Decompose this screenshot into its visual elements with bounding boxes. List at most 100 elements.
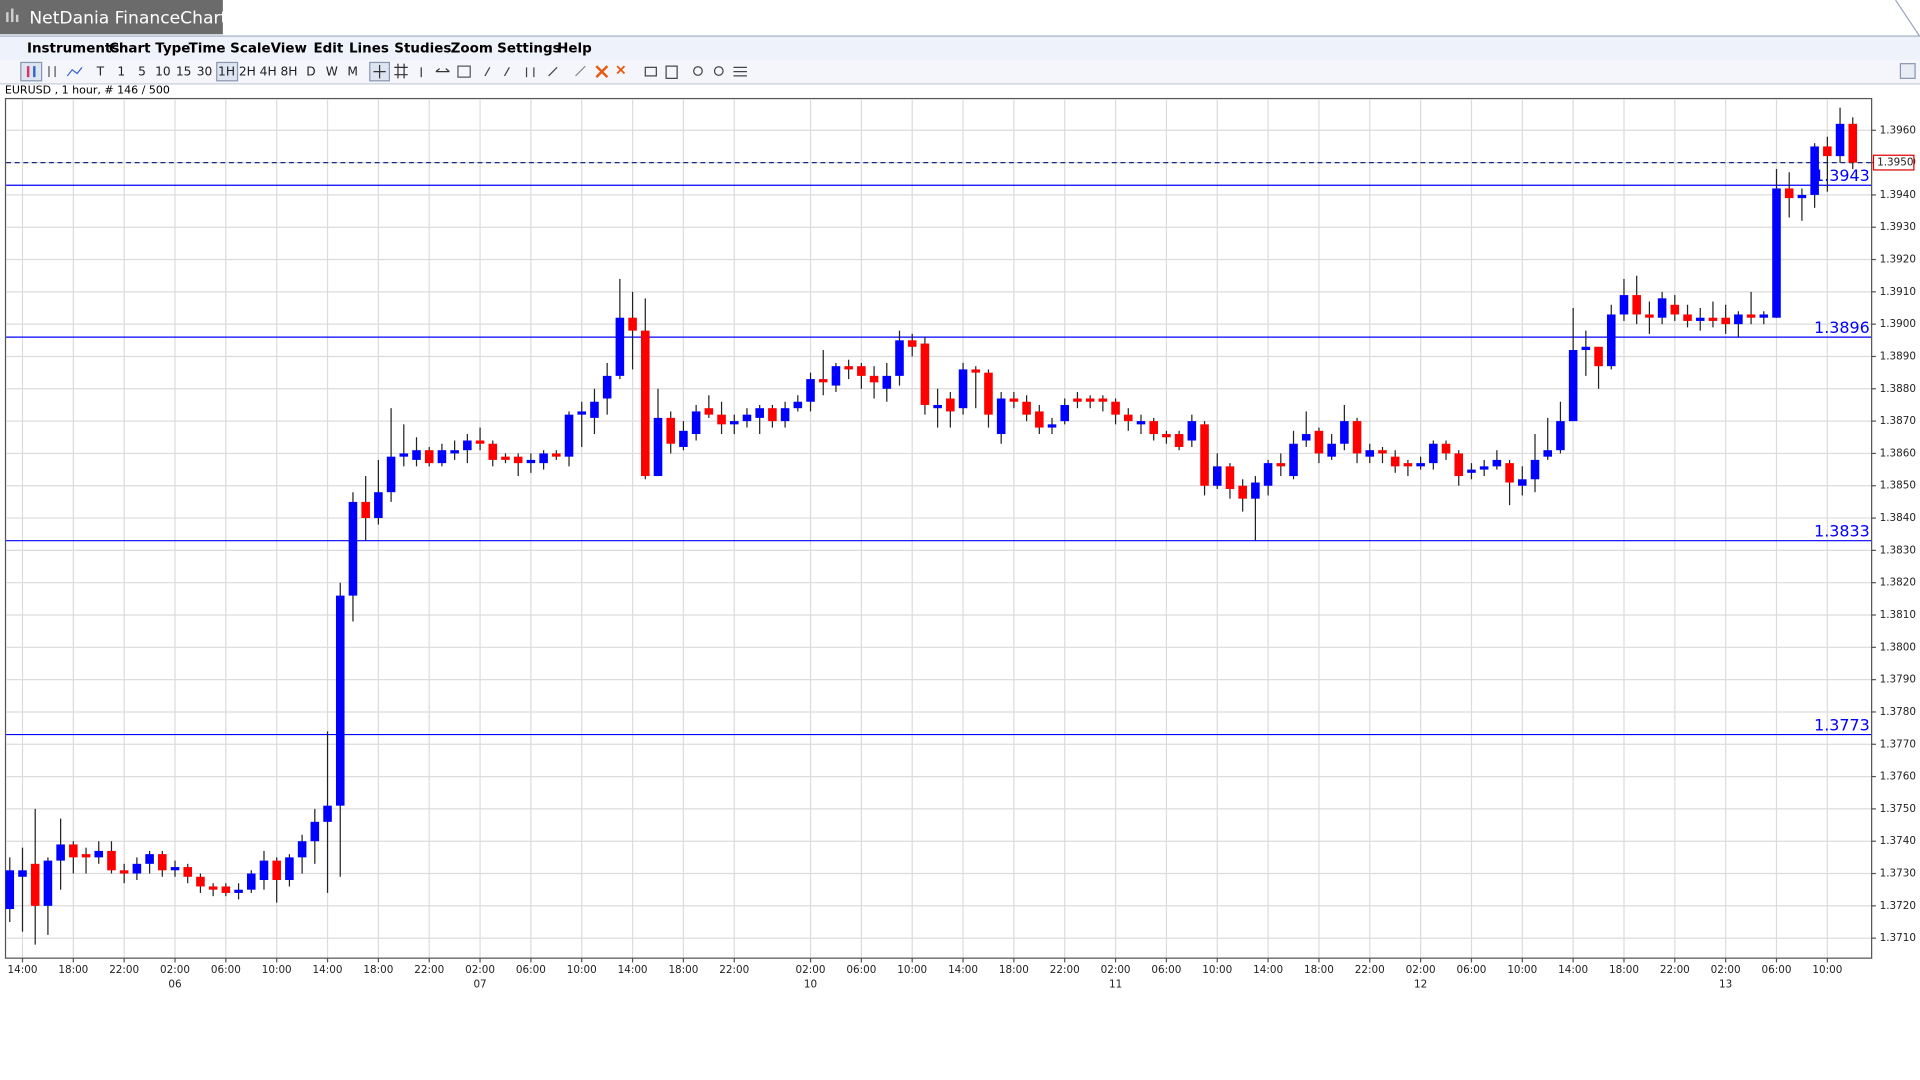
- tool-icon[interactable]: [665, 65, 678, 79]
- candle-body: [424, 450, 434, 464]
- y-tick-label: 1.3870: [1880, 415, 1916, 427]
- menu-item[interactable]: Instruments: [27, 41, 119, 56]
- candle-body: [1606, 314, 1616, 367]
- candle-body: [1645, 314, 1654, 318]
- x-tick-label: 06:00: [516, 964, 546, 976]
- timeframe-button[interactable]: 5: [138, 65, 146, 79]
- candle-body: [1403, 463, 1413, 467]
- x-tick-label: 06:00: [1762, 964, 1792, 976]
- menu-item[interactable]: Settings: [497, 41, 561, 56]
- x-tick-label: 14:00: [313, 964, 343, 976]
- tool-icon[interactable]: [394, 63, 408, 79]
- menu-item[interactable]: Help: [557, 41, 592, 56]
- tool-icon[interactable]: [713, 66, 724, 76]
- candle-body: [5, 870, 15, 910]
- candle-body: [1823, 146, 1832, 157]
- y-tick-label: 1.3840: [1880, 512, 1916, 524]
- x-tick-label: 18:00: [363, 964, 393, 976]
- x-tick-label: 14:00: [1558, 964, 1588, 976]
- y-tick-label: 1.3920: [1880, 254, 1916, 266]
- tool-button[interactable]: [20, 61, 43, 82]
- timeframe-button[interactable]: 4H: [260, 65, 277, 79]
- tool-icon[interactable]: [457, 65, 471, 78]
- tool-icon[interactable]: [616, 65, 626, 75]
- timeframe-button[interactable]: T: [96, 65, 105, 79]
- y-tick-label: 1.3940: [1880, 189, 1916, 201]
- candle-body: [1759, 314, 1769, 318]
- x-tick-label: 10:00: [1812, 964, 1842, 976]
- candle-body: [539, 453, 548, 464]
- tool-icon[interactable]: [48, 66, 56, 78]
- y-tick-label: 1.3850: [1880, 480, 1916, 492]
- candle-body: [513, 456, 523, 464]
- menu-item[interactable]: Chart Type: [109, 41, 190, 56]
- timeframe-button[interactable]: M: [347, 65, 358, 79]
- candle-body: [259, 860, 269, 880]
- x-tick-label: 18:00: [668, 964, 698, 976]
- tool-icon[interactable]: [693, 66, 703, 76]
- x-tick-label: 06:00: [1456, 964, 1486, 976]
- timeframe-button[interactable]: 30: [197, 65, 213, 79]
- x-tick-label: 10:00: [567, 964, 597, 976]
- timeframe-button[interactable]: W: [326, 65, 338, 79]
- y-tick-label: 1.3900: [1880, 318, 1916, 330]
- candle-body: [1162, 434, 1171, 438]
- tool-icon[interactable]: [733, 66, 747, 77]
- candle-body: [56, 844, 65, 861]
- tool-icon[interactable]: [595, 65, 609, 79]
- tool-icon[interactable]: [66, 66, 83, 77]
- x-date-label: 11: [1109, 978, 1122, 990]
- tool-icon[interactable]: [484, 66, 558, 78]
- timeframe-button[interactable]: 1: [117, 65, 125, 79]
- timeframe-button[interactable]: 1H: [218, 65, 235, 79]
- menu-item[interactable]: Lines: [349, 41, 389, 56]
- candle-body: [1518, 479, 1527, 486]
- timeframe-button[interactable]: 15: [176, 65, 192, 79]
- tool-button-selected[interactable]: [216, 61, 239, 82]
- window-control[interactable]: [1899, 63, 1916, 79]
- candle-body: [1251, 482, 1260, 499]
- candle-body: [857, 366, 866, 376]
- candle-body: [1378, 450, 1387, 454]
- timeframe-button[interactable]: 2H: [239, 65, 256, 79]
- x-tick-label: 14:00: [8, 964, 38, 976]
- candle-body: [1060, 404, 1070, 422]
- timeframe-button[interactable]: 8H: [280, 65, 297, 79]
- tool-icon[interactable]: [435, 68, 450, 73]
- y-tick-label: 1.3880: [1880, 383, 1916, 395]
- menu-item[interactable]: Edit: [313, 41, 343, 56]
- y-tick-label: 1.3960: [1880, 124, 1916, 136]
- menu-item[interactable]: Time Scale: [189, 41, 271, 56]
- candle-body: [1009, 398, 1019, 402]
- candle-body: [1187, 421, 1197, 441]
- menu-item[interactable]: Zoom: [451, 41, 493, 56]
- candle-body: [577, 411, 587, 415]
- candle-body: [895, 340, 904, 376]
- candle-body: [1683, 314, 1692, 321]
- timeframe-button[interactable]: 10: [155, 65, 171, 79]
- candle-body: [1022, 401, 1031, 415]
- horizontal-line-label: 1.3773: [1814, 716, 1870, 735]
- app-icon: [6, 12, 9, 23]
- menu-item[interactable]: Studies: [394, 41, 451, 56]
- x-date-label: 06: [168, 978, 181, 990]
- candle-body: [1657, 298, 1667, 318]
- candle-body: [717, 414, 726, 425]
- plot-area: [4, 97, 1873, 959]
- candle-body: [1123, 414, 1133, 422]
- candle-body: [780, 408, 790, 422]
- tool-icon[interactable]: [575, 65, 586, 77]
- candle-body: [996, 398, 1006, 435]
- candle-body: [564, 414, 574, 457]
- candle-body: [1708, 317, 1718, 321]
- candle-body: [335, 595, 345, 806]
- tool-icon[interactable]: [644, 66, 657, 77]
- timeframe-button[interactable]: D: [306, 65, 315, 79]
- x-date-label: 12: [1414, 978, 1427, 990]
- candle-body: [1200, 424, 1209, 486]
- menu-item[interactable]: View: [271, 41, 307, 56]
- timeframes: T 1 5 10 15 30 1H 2H 4H 8H D W M: [96, 65, 358, 79]
- candle-body: [323, 805, 332, 822]
- x-tick-label: 06:00: [846, 964, 876, 976]
- candle-body: [1136, 421, 1146, 425]
